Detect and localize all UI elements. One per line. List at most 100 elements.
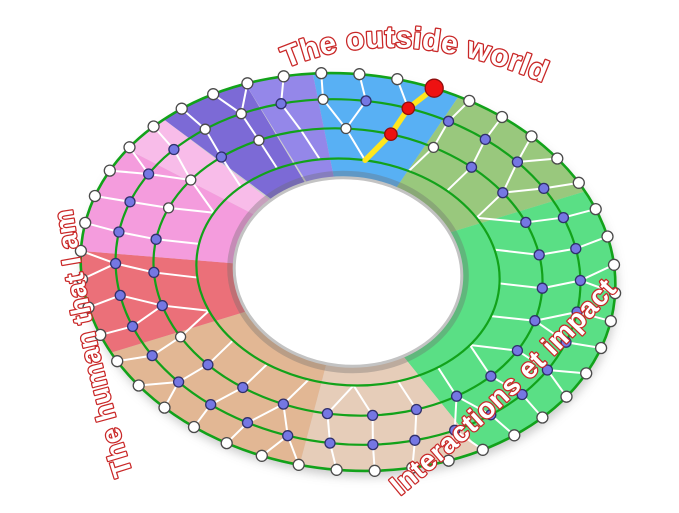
node-ring2-3[interactable]: [465, 161, 478, 173]
node-ring2-9[interactable]: [511, 344, 524, 357]
node-ring1-31[interactable]: [235, 108, 247, 120]
node-ring0-26[interactable]: [187, 420, 201, 434]
node-ring0-5[interactable]: [525, 130, 538, 143]
node-ring0-40[interactable]: [207, 88, 220, 101]
sector-interactions-bright-green[interactable]: [403, 191, 616, 451]
node-ring0-38[interactable]: [147, 120, 160, 133]
node-ring1-7[interactable]: [570, 242, 582, 255]
node-ring2-18[interactable]: [174, 331, 187, 343]
node-ring1-33[interactable]: [317, 93, 329, 106]
node-ring1-29[interactable]: [168, 143, 180, 156]
node-ring2-23[interactable]: [185, 174, 197, 186]
node-ring2-17[interactable]: [202, 359, 214, 371]
node-ring2-25[interactable]: [253, 134, 265, 146]
node-ring1-5[interactable]: [538, 182, 550, 195]
sector-impact-tan-warm[interactable]: [111, 311, 327, 465]
node-ring0-37[interactable]: [123, 141, 136, 154]
node-ring0-16[interactable]: [536, 411, 549, 424]
node-ring2-15[interactable]: [277, 398, 290, 410]
node-ring1-9[interactable]: [571, 306, 583, 318]
node-ring1-10[interactable]: [560, 336, 572, 348]
node-ring1-11[interactable]: [541, 364, 554, 376]
node-ring1-21[interactable]: [172, 376, 185, 388]
node-ring2-12[interactable]: [410, 403, 423, 416]
node-ring1-16[interactable]: [367, 438, 379, 451]
node-ring0-18[interactable]: [476, 443, 489, 456]
node-ring2-4[interactable]: [497, 187, 509, 199]
node-ring0-13[interactable]: [594, 341, 608, 355]
node-ring2-22[interactable]: [162, 202, 175, 214]
node-ring1-28[interactable]: [142, 168, 155, 180]
node-ring2-16[interactable]: [237, 381, 249, 394]
node-ring0-31[interactable]: [82, 301, 95, 314]
node-ring1-30[interactable]: [199, 123, 211, 135]
node-ring1-20[interactable]: [205, 398, 217, 411]
node-ring1-22[interactable]: [146, 349, 158, 362]
node-ring1-14[interactable]: [449, 424, 461, 436]
node-ring1-17[interactable]: [324, 437, 336, 449]
node-ring2-5[interactable]: [520, 216, 532, 229]
node-ring0-25[interactable]: [220, 436, 233, 450]
node-ring0-21[interactable]: [368, 464, 381, 477]
node-ring0-8[interactable]: [589, 202, 602, 216]
node-ring2-0[interactable]: [340, 122, 352, 135]
node-ring2-7[interactable]: [536, 282, 548, 294]
node-ring0-6[interactable]: [551, 152, 564, 165]
selected-node[interactable]: [424, 78, 444, 98]
node-ring0-28[interactable]: [132, 379, 145, 392]
node-ring2-13[interactable]: [366, 409, 379, 422]
node-ring0-9[interactable]: [601, 230, 614, 243]
node-ring1-18[interactable]: [282, 430, 294, 442]
node-ring0-4[interactable]: [495, 110, 509, 124]
node-ring1-8[interactable]: [574, 274, 587, 287]
node-ring0-1[interactable]: [391, 73, 404, 86]
node-ring0-15[interactable]: [560, 390, 573, 403]
node-ring2-14[interactable]: [321, 407, 334, 420]
node-ring0-20[interactable]: [406, 461, 419, 474]
node-ring1-13[interactable]: [485, 409, 497, 421]
node-ring0-12[interactable]: [604, 314, 617, 328]
node-ring0-32[interactable]: [75, 273, 89, 286]
node-ring0-30[interactable]: [94, 328, 107, 342]
node-ring1-24[interactable]: [114, 289, 126, 302]
node-ring0-14[interactable]: [580, 367, 593, 380]
node-ring1-4[interactable]: [511, 156, 524, 168]
node-ring0-3[interactable]: [463, 94, 476, 108]
node-ring0-36[interactable]: [103, 164, 116, 177]
node-ring0-7[interactable]: [572, 176, 585, 189]
node-ring1-12[interactable]: [516, 388, 528, 401]
node-ring1-15[interactable]: [409, 434, 421, 446]
node-ring2-19[interactable]: [156, 299, 168, 312]
selected-node[interactable]: [401, 101, 416, 116]
node-ring0-43[interactable]: [315, 67, 328, 80]
node-ring1-26[interactable]: [113, 226, 125, 238]
node-ring1-32[interactable]: [275, 98, 287, 110]
node-ring0-23[interactable]: [292, 458, 305, 471]
node-ring0-34[interactable]: [79, 216, 92, 230]
node-ring0-33[interactable]: [74, 244, 88, 258]
node-ring0-24[interactable]: [255, 449, 268, 462]
node-ring0-17[interactable]: [508, 429, 521, 442]
node-ring0-22[interactable]: [330, 463, 343, 476]
node-ring2-8[interactable]: [529, 315, 541, 327]
node-ring1-6[interactable]: [557, 211, 570, 224]
node-ring0-35[interactable]: [88, 189, 102, 203]
node-ring0-29[interactable]: [111, 355, 124, 368]
node-ring2-20[interactable]: [148, 266, 160, 279]
node-ring0-41[interactable]: [241, 77, 254, 90]
node-ring0-11[interactable]: [608, 286, 622, 300]
node-ring0-39[interactable]: [175, 102, 188, 115]
node-ring1-23[interactable]: [126, 320, 139, 333]
node-ring2-2[interactable]: [427, 141, 440, 154]
node-ring1-27[interactable]: [124, 196, 136, 208]
node-ring0-27[interactable]: [158, 401, 171, 414]
node-ring1-3[interactable]: [479, 133, 491, 146]
node-ring1-19[interactable]: [241, 417, 254, 429]
node-ring2-11[interactable]: [450, 390, 463, 402]
node-ring1-2[interactable]: [442, 115, 455, 127]
node-ring1-0[interactable]: [360, 95, 372, 107]
node-ring0-19[interactable]: [442, 454, 455, 467]
node-ring1-25[interactable]: [109, 257, 122, 270]
selected-node[interactable]: [384, 127, 398, 142]
node-ring0-0[interactable]: [353, 68, 366, 81]
